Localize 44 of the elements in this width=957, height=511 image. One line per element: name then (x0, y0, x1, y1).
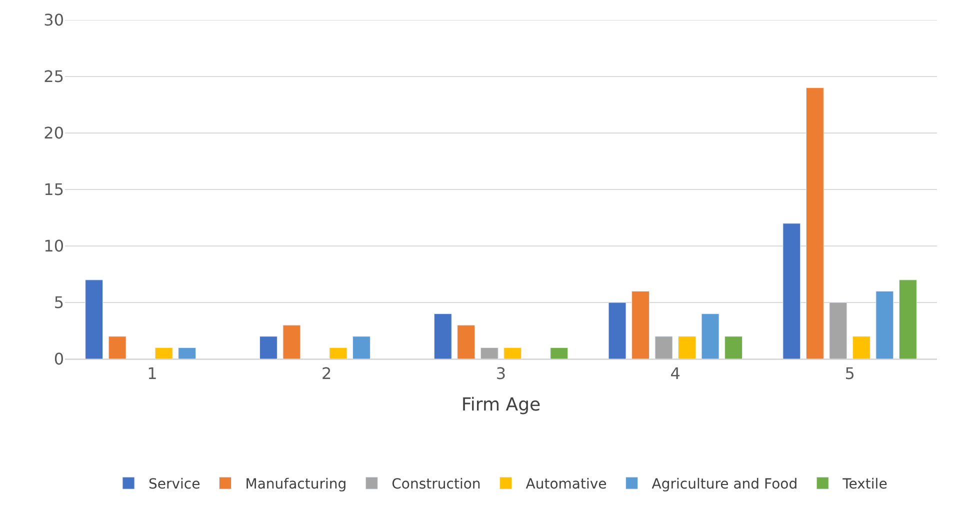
x-axis-title: Firm Age (461, 394, 541, 416)
bar (782, 223, 801, 359)
bar (608, 302, 626, 359)
legend-label: Agriculture and Food (652, 476, 798, 493)
bar (352, 336, 370, 359)
bar (632, 290, 650, 359)
legend-label: Automative (526, 476, 607, 493)
y-tick-label: 20 (44, 124, 64, 143)
bar (260, 336, 278, 359)
y-tick-label: 25 (44, 67, 64, 86)
bar (550, 347, 568, 359)
bar (678, 336, 696, 359)
bar (178, 347, 196, 359)
bar (852, 336, 870, 359)
x-tick-label: 3 (496, 364, 506, 384)
bar (898, 280, 917, 359)
x-tick-label: 5 (844, 364, 855, 384)
bar (434, 314, 452, 359)
bar (480, 347, 498, 359)
y-tick-label: 15 (44, 180, 64, 200)
x-tick-label: 4 (670, 364, 680, 384)
y-tick-label: 5 (54, 293, 64, 312)
y-tick-label: 10 (44, 236, 64, 256)
y-tick-label: 30 (44, 10, 64, 30)
bar (457, 324, 476, 359)
bar (85, 280, 104, 359)
bar (806, 88, 824, 359)
bar (724, 336, 742, 359)
legend-label: Service (148, 476, 200, 493)
legend-label: Construction (392, 476, 481, 493)
bar (876, 290, 894, 359)
bar (829, 302, 848, 359)
legend-label: Manufacturing (245, 476, 347, 493)
bar (701, 314, 720, 359)
bar (282, 324, 301, 359)
bar (654, 336, 673, 359)
x-tick-label: 1 (147, 364, 158, 384)
x-tick-label: 2 (322, 364, 332, 384)
bar (329, 347, 348, 359)
bar (108, 336, 126, 359)
legend-label: Textile (842, 476, 888, 493)
bar (504, 347, 522, 359)
y-tick-label: 0 (54, 350, 64, 369)
bar (154, 347, 173, 359)
